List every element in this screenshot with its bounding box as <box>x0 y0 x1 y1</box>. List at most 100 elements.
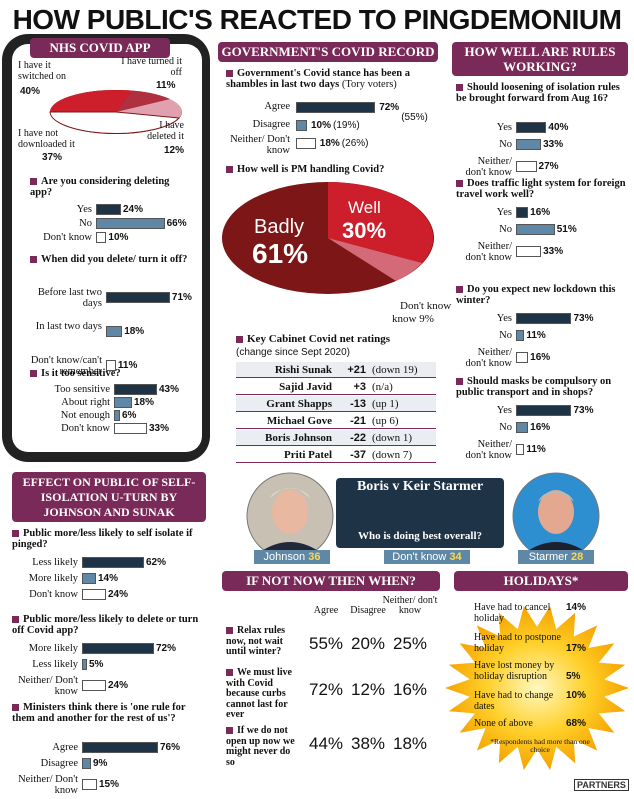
gov-question: Government's Covid stance has been a sha… <box>226 68 410 90</box>
bar-value: 72% <box>379 102 400 113</box>
bar <box>82 757 91 769</box>
cab-row <box>236 379 436 395</box>
bar-label: Agree <box>52 741 78 753</box>
pie-pct-switched-on: 40% <box>20 86 41 97</box>
holiday-label: Have had to postpone holiday <box>474 632 561 654</box>
bar <box>296 120 307 131</box>
bar <box>516 122 547 133</box>
vs-title: Boris v Keir Starmer <box>356 479 484 494</box>
bar-sub: (26%) <box>341 138 369 149</box>
when-value: 18% <box>392 734 428 753</box>
cab-score: +21 <box>347 364 366 376</box>
bar <box>114 423 147 434</box>
bar <box>106 291 170 303</box>
bar <box>114 410 120 421</box>
bar <box>96 217 165 229</box>
bar-value: 24% <box>122 203 143 215</box>
bar-value: 33% <box>543 246 564 257</box>
bar-value: 16% <box>530 207 551 218</box>
chart-question: Should masks be compulsory on public tra… <box>456 376 612 398</box>
bar-value: 62% <box>146 556 167 568</box>
cab-row <box>236 430 436 446</box>
bar-sub: (19%) <box>333 120 360 131</box>
pie-pct-deleted: 12% <box>164 145 185 156</box>
pie-label-not-downloaded: I have not downloaded it <box>18 128 75 150</box>
bar-label: Don't know <box>29 588 78 600</box>
cab-change: (down 7) <box>372 449 413 461</box>
bar-value: 24% <box>108 679 129 691</box>
bar-value: 11% <box>117 359 138 371</box>
bar-value: 10% <box>311 120 332 131</box>
chart-question: Public more/less likely to delete or tur… <box>12 614 199 636</box>
cab-row <box>236 396 436 412</box>
bar-label: Neither/ don't know <box>465 241 512 263</box>
bar-label: No <box>79 217 92 229</box>
cab-score: -22 <box>350 432 366 444</box>
chart-question: Public more/less likely to self isolate … <box>12 528 193 550</box>
when-value: 38% <box>350 734 386 753</box>
pm-handling-pie <box>222 182 434 294</box>
pie-pct-dont-know: know 9% <box>392 313 434 325</box>
bar-value: 9% <box>93 757 108 769</box>
dont-know-score: Don't know 34 <box>384 550 470 564</box>
bar-label: Disagree <box>40 757 78 769</box>
cab-change: (down 19) <box>372 364 418 376</box>
cab-change: (up 6) <box>372 415 399 427</box>
sun-burst <box>445 606 629 770</box>
bar <box>82 642 154 654</box>
bar-label: More likely <box>28 642 78 654</box>
starmer-score: Starmer 28 <box>518 550 594 564</box>
bar <box>82 778 97 790</box>
pie-label-dont-know: Don't know <box>400 300 452 312</box>
bar-value: 15% <box>99 778 120 790</box>
bar-value: 40% <box>548 122 569 133</box>
bar <box>82 658 87 670</box>
bar-label: Neither/ don't know <box>465 347 512 369</box>
pie-slice-turned-off <box>116 90 170 112</box>
bar-value: 14% <box>98 572 119 584</box>
bar-value: 18% <box>124 325 145 337</box>
pie-label-turned-off: I have turned it off <box>121 56 182 78</box>
when-value: 12% <box>350 680 386 699</box>
bar-value: 66% <box>166 217 187 229</box>
pie-label-badly: Badly <box>254 216 305 238</box>
cab-row <box>236 413 436 429</box>
bar-label: Neither/ don't know <box>465 156 512 178</box>
when-value: 55% <box>308 634 344 653</box>
cabinet-sub: (change since Sept 2020) <box>236 347 350 358</box>
bar-label: No <box>499 224 512 235</box>
pm-question: How well is PM handling Covid? <box>226 164 436 175</box>
starmer-photo <box>512 472 600 560</box>
bar-label: Yes <box>496 122 512 133</box>
cab-name: Priti Patel <box>284 449 332 461</box>
johnson-photo <box>246 472 334 560</box>
bar-value: 33% <box>149 423 170 434</box>
bar <box>106 359 116 371</box>
bar-value: 43% <box>159 384 180 395</box>
cab-name: Boris Johnson <box>265 432 332 444</box>
when-col: Neither/ don't know <box>382 595 438 616</box>
bar-value: 18% <box>319 138 340 149</box>
bar <box>96 231 107 243</box>
bar-value: 72% <box>156 642 177 654</box>
bar-label: No <box>499 330 512 341</box>
holiday-label: Have lost money by holiday disruption <box>474 660 555 682</box>
bar-value: 73% <box>573 405 594 416</box>
bar-label: No <box>499 139 512 150</box>
bar-value: 18% <box>134 397 155 408</box>
pie-slice-well <box>328 182 434 263</box>
bar <box>516 207 529 218</box>
bar-value: 51% <box>556 224 577 235</box>
bar-value: 71% <box>171 291 192 303</box>
cab-change: (down 1) <box>372 432 413 444</box>
cab-row <box>236 362 436 378</box>
holiday-value: 10% <box>566 690 587 701</box>
pie-label-well: Well <box>348 198 381 217</box>
bar-label: Neither/ Don't know <box>18 773 78 796</box>
bar-label: More likely <box>28 572 78 584</box>
vs-box <box>336 478 504 548</box>
when-value: 44% <box>308 734 344 753</box>
bar-value: 16% <box>530 352 551 363</box>
bar-label: In last two days <box>35 320 102 332</box>
when-statement: We must live with Covid because curbs ca… <box>226 667 292 720</box>
